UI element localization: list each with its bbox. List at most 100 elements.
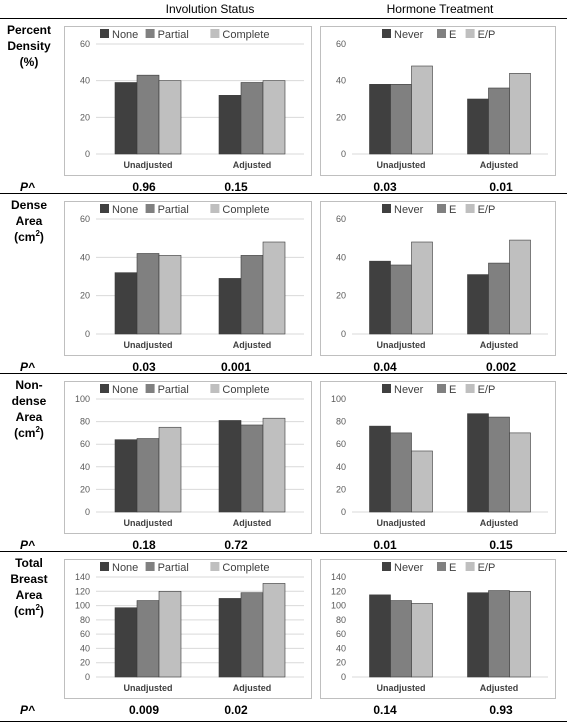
bar-e-unadjusted [390, 600, 412, 678]
bar-none-adjusted [218, 420, 242, 513]
legend-label: E/P [478, 562, 496, 574]
p-label: P^ [20, 703, 36, 717]
y-tick-label: 80 [336, 417, 346, 427]
bar-e-unadjusted [390, 84, 412, 155]
row-label: Non-dense Area (cm2) [0, 377, 58, 441]
y-tick-label: 0 [341, 672, 346, 682]
legend-label: Partial [158, 29, 189, 41]
y-tick-label: 0 [85, 672, 90, 682]
bar-partial-unadjusted [136, 600, 160, 678]
legend-label: E [449, 562, 456, 574]
hrt-tba-chart: 0 20 40 60 80 100 120 140 Unadjusted Adjusted Neve… [320, 559, 556, 699]
p-value: 0.93 [489, 703, 513, 717]
y-tick-label: 20 [336, 484, 346, 494]
y-tick-label: 40 [80, 462, 90, 472]
legend-label: Partial [158, 204, 189, 216]
legend-label: E [449, 384, 456, 396]
bottom-divider [0, 721, 567, 722]
bar-never-adjusted [467, 592, 489, 678]
inv-tba-chart: 0 20 40 60 80 100 120 140 Unadjusted Adjusted None… [64, 559, 312, 699]
legend-swatch [145, 562, 155, 571]
unit-superscript: 2 [35, 229, 40, 238]
y-tick-label: 0 [85, 329, 90, 339]
bar-ep-unadjusted [411, 65, 433, 155]
legend-swatch [465, 562, 475, 571]
row-label-text: (cm [14, 426, 36, 440]
y-tick-label: 0 [85, 149, 90, 159]
bar-ep-adjusted [509, 239, 531, 335]
legend-swatch [382, 384, 391, 393]
bar-e-adjusted [488, 416, 510, 513]
legend-swatch [145, 29, 155, 38]
bar-none-unadjusted [114, 439, 138, 513]
legend-swatch [210, 204, 220, 213]
p-value: 0.02 [224, 703, 248, 717]
bar-none-unadjusted [114, 82, 138, 155]
legend-label: Never [394, 29, 424, 41]
category-label: Adjusted [480, 518, 519, 528]
row-label-line: (%) [0, 54, 58, 70]
legend-swatch [100, 562, 109, 571]
bar-ep-adjusted [509, 590, 531, 678]
p-value: 0.03 [373, 180, 397, 194]
bar-never-unadjusted [369, 260, 391, 335]
legend-label: Complete [222, 29, 269, 41]
bar-complete-unadjusted [158, 426, 182, 513]
p-value: 0.15 [224, 180, 248, 194]
legend-swatch [382, 562, 391, 571]
y-tick-label: 0 [341, 507, 346, 517]
y-tick-label: 20 [80, 658, 90, 668]
bar-none-adjusted [218, 95, 242, 155]
y-tick-label: 60 [80, 39, 90, 49]
bar-never-unadjusted [369, 594, 391, 678]
y-tick-label: 0 [341, 329, 346, 339]
bar-ep-unadjusted [411, 450, 433, 513]
y-tick-label: 40 [336, 643, 346, 653]
bar-complete-adjusted [262, 80, 286, 155]
bar-complete-unadjusted [158, 255, 182, 335]
category-label: Adjusted [233, 160, 272, 170]
legend-swatch [465, 204, 475, 213]
row-label: Total Breast Area (cm2) [0, 555, 58, 619]
category-label: Unadjusted [376, 518, 425, 528]
bar-never-unadjusted [369, 84, 391, 155]
legend-label: None [112, 204, 138, 216]
category-label: Unadjusted [123, 683, 172, 693]
y-tick-label: 100 [331, 394, 346, 404]
bar-partial-adjusted [240, 82, 264, 155]
bar-e-adjusted [488, 590, 510, 678]
p-value: 0.04 [373, 360, 397, 374]
bar-e-adjusted [488, 87, 510, 155]
legend-swatch [437, 204, 446, 213]
row-label-line: (cm2) [14, 229, 44, 245]
category-label: Adjusted [233, 518, 272, 528]
bar-ep-unadjusted [411, 241, 433, 335]
row-label-line: Area [0, 213, 58, 229]
legend-swatch [465, 384, 475, 393]
bar-e-adjusted [488, 262, 510, 335]
row-label-line: Density [0, 38, 58, 54]
y-tick-label: 40 [336, 76, 346, 86]
row-label-text: Non- [15, 378, 43, 392]
row-divider [0, 551, 567, 552]
p-label: P^ [20, 538, 36, 552]
p-value: 0.18 [132, 538, 156, 552]
category-label: Adjusted [480, 340, 519, 350]
y-tick-label: 100 [331, 601, 346, 611]
y-tick-label: 40 [336, 252, 346, 262]
y-tick-label: 60 [336, 39, 346, 49]
legend-swatch [145, 204, 155, 213]
bar-partial-adjusted [240, 592, 264, 678]
hrt-pd-chart: 0 20 40 60 Unadjusted Adjusted Never E E/P [320, 26, 556, 176]
row-label-line: Breast [0, 571, 58, 587]
row-label-line: Total [0, 555, 58, 571]
p-value: 0.009 [128, 703, 160, 717]
y-tick-label: 40 [336, 462, 346, 472]
row-label: Percent Density (%) [0, 22, 58, 70]
y-tick-label: 80 [80, 417, 90, 427]
bar-complete-unadjusted [158, 80, 182, 155]
bar-none-adjusted [218, 598, 242, 678]
row-divider [0, 193, 567, 194]
bar-partial-adjusted [240, 255, 264, 335]
p-value: 0.14 [373, 703, 397, 717]
